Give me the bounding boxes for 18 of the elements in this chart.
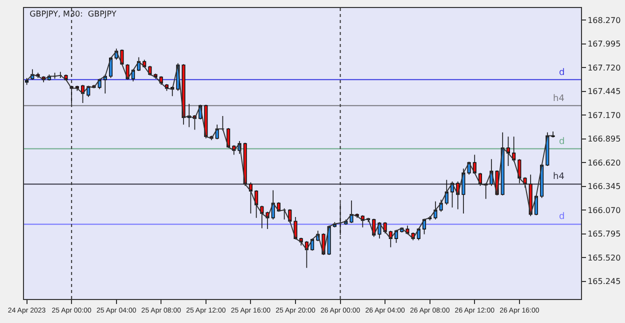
ref-line-label: d — [559, 212, 565, 222]
y-tick-label: 168.270 — [588, 16, 621, 25]
y-tick-label: 166.345 — [588, 182, 621, 192]
y-tick-label: 166.620 — [588, 158, 621, 168]
ref-line-label: d — [559, 137, 565, 147]
y-tick-label: 167.720 — [588, 63, 621, 72]
ref-line-label: h4 — [553, 94, 565, 104]
ref-line-label: h4 — [553, 172, 565, 182]
y-tick-label: 166.070 — [588, 206, 621, 215]
y-tick-label: 167.445 — [588, 87, 621, 96]
y-tick-label: 167.170 — [588, 110, 621, 120]
y-tick-label: 167.995 — [588, 40, 621, 49]
y-tick-label: 165.245 — [588, 277, 621, 286]
y-tick-label: 165.520 — [588, 253, 621, 262]
y-tick-label: 165.795 — [588, 230, 621, 239]
y-tick-label: 166.895 — [588, 134, 621, 144]
ref-line-label: d — [559, 68, 565, 78]
chart-title: GBPJPY, M30: GBPJPY — [30, 10, 116, 19]
